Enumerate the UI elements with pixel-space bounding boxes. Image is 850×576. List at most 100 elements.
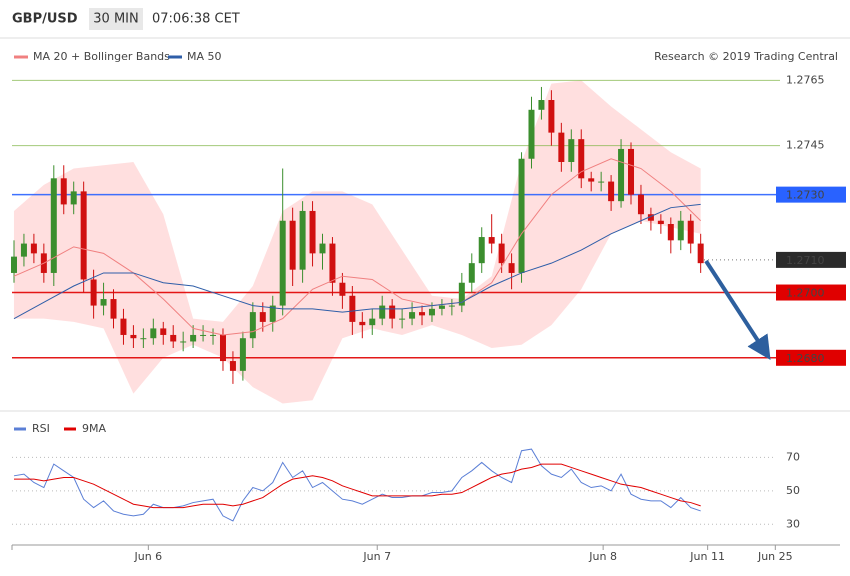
candle-body <box>657 220 664 224</box>
candle-body <box>219 334 226 362</box>
candle-body <box>677 220 684 241</box>
candle-body <box>249 312 256 339</box>
candle-body <box>528 109 535 159</box>
candle-body <box>687 220 694 244</box>
candle-body <box>608 181 615 202</box>
level-label: 1.2700 <box>786 287 825 300</box>
candle-body <box>389 305 396 319</box>
forecast-arrow <box>704 259 771 361</box>
level-box <box>776 186 846 203</box>
candle-body <box>100 299 107 306</box>
level-label: 1.2730 <box>786 189 825 202</box>
candle-body <box>90 279 97 306</box>
level-label: 1.2745 <box>786 139 825 152</box>
x-tick-label: Jun 25 <box>757 550 793 563</box>
x-tick-label: Jun 7 <box>362 550 391 563</box>
candle-body <box>160 328 167 335</box>
timeframe: 30 MIN <box>93 12 138 27</box>
candle-body <box>578 139 585 179</box>
x-tick-label: Jun 8 <box>588 550 617 563</box>
candle-body <box>428 308 435 316</box>
candle-body <box>289 220 296 270</box>
candle-body <box>210 334 217 336</box>
candle-body <box>458 282 465 306</box>
candle-body <box>667 224 674 241</box>
candle-body <box>20 243 27 257</box>
level-label: 1.2680 <box>786 352 825 365</box>
candle-body <box>349 295 356 322</box>
candle-body <box>538 100 545 110</box>
candle-body <box>598 181 605 183</box>
candle-body <box>10 256 17 273</box>
candle-body <box>329 243 336 283</box>
candle-body <box>190 334 197 342</box>
candle-body <box>239 338 246 371</box>
candle-body <box>279 220 286 306</box>
candle-body <box>339 282 346 296</box>
candle-body <box>448 305 455 307</box>
level-box <box>776 349 846 366</box>
candle-body <box>309 210 316 254</box>
candle-body <box>140 338 147 340</box>
candle-body <box>697 243 704 264</box>
candle-body <box>180 341 187 343</box>
candle-body <box>319 243 326 254</box>
candle-body <box>558 132 565 162</box>
candle-body <box>299 210 306 270</box>
candle-body <box>379 305 386 319</box>
candle-body <box>80 191 87 280</box>
moving-average <box>13 158 702 336</box>
candle-body <box>468 263 475 283</box>
level-box <box>776 251 846 268</box>
legend-label: MA 50 <box>187 50 222 63</box>
candle-body <box>588 178 595 182</box>
candle-body <box>369 318 376 326</box>
timeframe-box <box>89 8 143 30</box>
candle-body <box>628 148 635 195</box>
candle-body <box>399 318 406 320</box>
candle-body <box>359 321 366 326</box>
candle-body <box>518 158 525 273</box>
clock: 07:06:38 CET <box>152 12 240 27</box>
indicator-line <box>13 463 701 509</box>
candle-body <box>637 194 644 215</box>
level-label: 1.2765 <box>786 73 825 86</box>
legend-label: 9MA <box>82 422 106 435</box>
candle-body <box>50 178 57 273</box>
y-tick-label: 50 <box>786 484 800 497</box>
candle-body <box>419 312 426 316</box>
candle-body <box>229 361 236 371</box>
candle-body <box>498 243 505 264</box>
moving-average <box>13 203 701 320</box>
level-box <box>776 284 846 301</box>
candle-body <box>60 178 67 205</box>
y-tick-label: 70 <box>786 450 800 463</box>
candle-body <box>508 263 515 273</box>
bollinger-band <box>13 80 701 404</box>
candle-body <box>110 299 117 319</box>
candle-body <box>150 328 157 339</box>
y-tick-label: 30 <box>786 517 800 530</box>
candle-body <box>30 243 37 254</box>
candle-body <box>170 334 177 342</box>
candle-body <box>259 312 266 322</box>
candle-body <box>488 237 495 244</box>
candle-body <box>618 148 625 202</box>
level-label: 1.2710 <box>786 254 825 267</box>
candle-body <box>478 237 485 264</box>
candle-body <box>200 334 207 336</box>
candle-body <box>70 191 77 205</box>
candle-body <box>548 100 555 133</box>
candle-body <box>130 334 137 339</box>
candle-body <box>647 214 654 221</box>
x-tick-label: Jun 11 <box>689 550 725 563</box>
candle-body <box>269 305 276 322</box>
symbol: GBP/USD <box>12 12 78 27</box>
credit: Research © 2019 Trading Central <box>654 50 838 63</box>
candle-body <box>409 312 416 319</box>
indicator-line <box>13 448 701 522</box>
x-tick-label: Jun 6 <box>133 550 162 563</box>
candle-body <box>568 139 575 162</box>
candle-body <box>120 318 127 335</box>
